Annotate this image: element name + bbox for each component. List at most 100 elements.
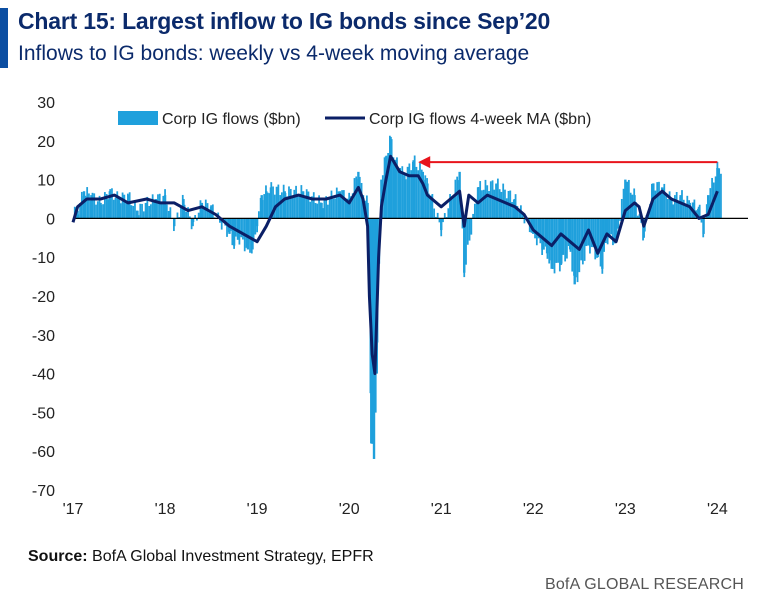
flow-bar	[435, 216, 437, 219]
flow-bar	[311, 196, 313, 219]
flow-bar	[355, 176, 358, 219]
flow-bar	[541, 218, 544, 250]
flow-bar	[532, 218, 535, 234]
flow-bar	[427, 193, 430, 219]
flow-bar	[121, 192, 124, 219]
flow-bar	[672, 204, 675, 219]
flow-bar	[511, 201, 513, 219]
flow-bar	[145, 202, 148, 219]
flow-bar	[128, 192, 131, 219]
flow-bar	[295, 185, 297, 219]
flow-bar	[612, 218, 614, 246]
flow-bar	[249, 218, 251, 253]
flow-bar	[594, 218, 597, 260]
y-axis: 30 20 10 0 -10 -20 -30 -40 -50 -60 -70	[32, 95, 55, 500]
flow-bar	[419, 162, 421, 219]
flow-bar	[658, 181, 660, 219]
flow-bar	[289, 188, 292, 219]
flow-bar	[226, 218, 228, 237]
flow-bar	[234, 218, 237, 237]
flow-bar	[500, 191, 503, 219]
flow-bar	[406, 166, 409, 219]
flow-bar	[403, 175, 406, 219]
flow-bar	[245, 218, 248, 248]
flow-bar	[176, 212, 179, 219]
flow-bar	[505, 198, 508, 219]
flow-bar	[366, 202, 369, 219]
flow-bar	[142, 211, 145, 219]
flow-bar	[638, 214, 641, 219]
flow-bar	[86, 187, 89, 219]
flow-bar	[440, 218, 443, 231]
flow-bar	[518, 211, 521, 219]
flow-bar	[410, 170, 413, 219]
x-tick-label: '22	[523, 501, 544, 518]
flow-bar	[489, 181, 492, 219]
legend: Corp IG flows ($bn) Corp IG flows 4-week…	[118, 111, 591, 128]
flow-bar	[84, 195, 87, 219]
flow-bar	[465, 218, 467, 265]
flow-bar	[470, 218, 473, 235]
flow-bar	[709, 188, 712, 219]
flow-bar	[173, 218, 176, 227]
flow-bar	[491, 180, 494, 219]
flow-bar	[102, 204, 104, 219]
arrow-annotation	[418, 156, 718, 169]
flow-bar	[296, 195, 299, 219]
flow-bar	[429, 195, 432, 219]
flow-bar	[463, 218, 466, 273]
flow-bar	[312, 192, 315, 219]
flow-bar	[160, 202, 163, 219]
flow-bar	[309, 201, 312, 219]
flow-bar	[260, 195, 263, 219]
flow-bar	[626, 181, 628, 219]
y-tick-label: 30	[37, 95, 55, 112]
flow-bar	[445, 217, 448, 219]
flow-bar	[666, 198, 669, 219]
flow-bar	[421, 171, 425, 219]
flow-bar	[316, 203, 319, 219]
flow-bar	[103, 192, 106, 219]
source-note: Source: BofA Global Investment Strategy,…	[28, 548, 374, 566]
flow-bar	[251, 218, 254, 250]
flow-bar	[633, 195, 636, 219]
flow-bar	[415, 166, 418, 219]
flow-bar	[702, 218, 705, 234]
flow-bar	[605, 218, 609, 238]
flow-bar	[300, 185, 303, 219]
flow-bar	[344, 201, 347, 219]
flow-bar	[232, 218, 236, 246]
flow-bar	[679, 195, 682, 219]
flow-bar	[154, 199, 158, 219]
flow-bar	[654, 190, 657, 219]
flow-bar	[684, 204, 687, 219]
flow-bar	[76, 210, 79, 219]
flow-bar	[454, 179, 457, 219]
source-text: BofA Global Investment Strategy, EPFR	[92, 548, 374, 565]
flow-bar	[711, 177, 713, 219]
flow-bar	[660, 187, 664, 219]
flow-bar	[266, 192, 269, 219]
flow-bar	[111, 188, 113, 219]
flow-bar	[622, 188, 625, 219]
flow-bar	[220, 218, 223, 230]
flow-bar	[387, 152, 390, 219]
flow-bar	[610, 218, 613, 235]
flow-bar	[196, 218, 198, 221]
flow-bar	[272, 186, 274, 219]
flow-bar	[599, 218, 602, 267]
flow-bar	[404, 179, 407, 219]
y-tick-label: 10	[37, 173, 55, 190]
flow-bar	[141, 203, 143, 219]
flow-bar	[677, 201, 680, 219]
flow-bar	[242, 218, 244, 240]
flow-bar	[263, 194, 266, 219]
flow-bar	[449, 199, 452, 219]
flow-bar	[157, 194, 159, 219]
flow-bar	[693, 199, 696, 219]
flow-bar	[265, 191, 268, 219]
y-tick-label: -30	[32, 328, 55, 345]
flow-bar	[167, 210, 170, 219]
flow-bar	[592, 218, 595, 248]
flow-bar	[281, 192, 283, 219]
